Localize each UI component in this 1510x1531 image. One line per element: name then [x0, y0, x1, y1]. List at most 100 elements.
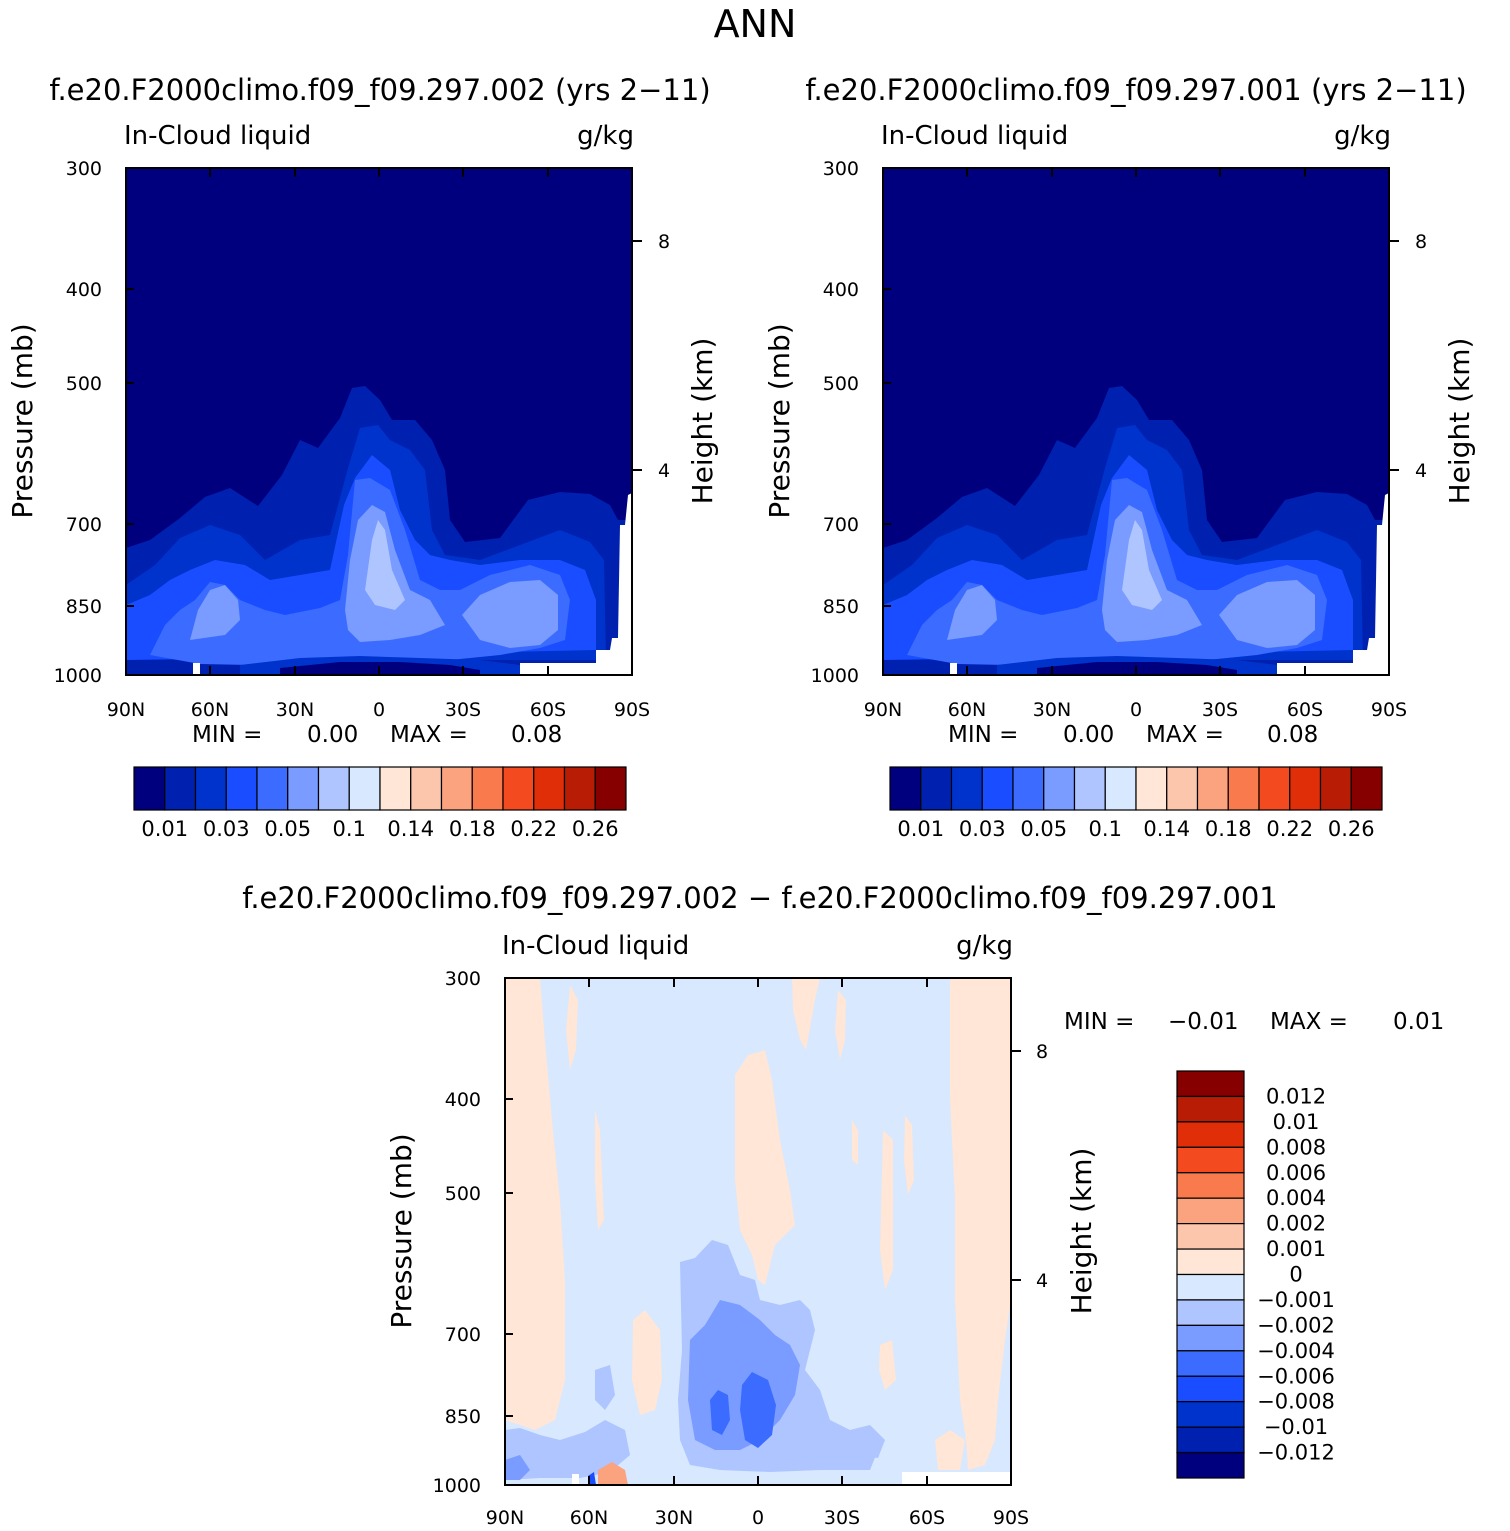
contour-level-5b	[345, 505, 445, 642]
colorbar-label: 0.05	[1020, 817, 1067, 841]
colorbar-label: 0.004	[1266, 1186, 1326, 1210]
right-tick-8: 8	[1415, 231, 1427, 253]
x-tick-90S: 90S	[1371, 699, 1407, 721]
missing-data	[902, 1472, 1011, 1485]
right-tick-8: 8	[1036, 1041, 1048, 1063]
negative-region-7	[710, 1390, 730, 1435]
contour-level-5	[947, 585, 997, 640]
colorbar-label: 0.14	[387, 817, 434, 841]
negative-region-6	[505, 1455, 530, 1480]
colorbar-swatch	[502, 766, 535, 811]
negative-region-2	[505, 1420, 630, 1480]
contour-level-5c	[462, 580, 558, 648]
min-label: MIN =	[1064, 1009, 1134, 1035]
colorbar-swatch	[533, 766, 566, 811]
contour-level-5c	[1219, 580, 1315, 648]
y-axis-label: Pressure (mb)	[763, 323, 796, 518]
colorbar-label: −0.002	[1257, 1313, 1335, 1337]
colorbar-swatch	[194, 766, 227, 811]
colorbar-label: 0.18	[449, 817, 496, 841]
colorbar-swatch	[1043, 766, 1076, 811]
colorbar-swatch	[1176, 1324, 1245, 1352]
colorbar-label: 0.01	[141, 817, 188, 841]
colorbar-swatch	[1176, 1172, 1245, 1199]
y-tick-1000: 1000	[811, 665, 859, 687]
missing-data-2	[572, 1474, 579, 1485]
x-tick-90S: 90S	[614, 699, 650, 721]
colorbar-label: 0.012	[1266, 1084, 1326, 1108]
panel-difference-title: f.e20.F2000climo.f09_f09.297.002 − f.e20…	[242, 881, 1278, 915]
colorbar-swatch	[133, 766, 166, 811]
colorbar-swatch	[1176, 1146, 1245, 1174]
colorbar-swatch	[1104, 766, 1137, 811]
missing-data	[1277, 663, 1353, 675]
colorbar-label: −0.006	[1257, 1364, 1335, 1388]
colorbar-label: −0.004	[1257, 1339, 1335, 1363]
panel-left-field	[126, 168, 632, 675]
x-tick-90N: 90N	[864, 699, 902, 721]
panel-right-title: f.e20.F2000climo.f09_f09.297.001 (yrs 2−…	[805, 73, 1466, 107]
colorbar-label: 0.22	[510, 817, 557, 841]
y-tick-500: 500	[445, 1183, 481, 1205]
colorbar-swatch	[317, 766, 350, 811]
panel-left-axes	[125, 167, 642, 675]
panel-right-units: g/kg	[1334, 121, 1391, 151]
y-tick-850: 850	[445, 1406, 481, 1428]
colorbar-label: 0.1	[1089, 817, 1122, 841]
colorbar-label: −0.012	[1257, 1441, 1335, 1465]
negative-region-4	[850, 1425, 885, 1458]
x-tick-30S: 30S	[445, 699, 481, 721]
min-label: MIN =	[192, 722, 262, 748]
colorbar-swatch	[889, 766, 922, 811]
colorbar-swatch	[1319, 766, 1352, 811]
panel-difference-units: g/kg	[956, 931, 1013, 961]
colorbar-swatch	[1176, 1401, 1245, 1428]
missing-data-2	[950, 663, 957, 675]
contour-level-5	[190, 585, 240, 640]
x-tick-90N: 90N	[486, 1507, 524, 1529]
colorbar-label: −0.008	[1257, 1390, 1335, 1414]
panel-left-units: g/kg	[577, 121, 634, 151]
colorbar-swatch	[1176, 1223, 1245, 1250]
x-tick-0: 0	[752, 1507, 764, 1529]
min-label: MIN =	[948, 722, 1018, 748]
right-axis-label: Height (km)	[1443, 338, 1476, 505]
colorbar-swatch	[950, 766, 983, 811]
contour-level-6	[365, 520, 405, 610]
positive-region-8	[852, 1120, 858, 1165]
positive-region-3	[595, 1110, 604, 1230]
panel-left-colorbar: 0.01 0.03 0.05 0.1 0.14 0.18 0.22 0.26	[133, 766, 627, 841]
positive-region-5	[735, 1050, 795, 1285]
colorbar-swatch	[981, 766, 1014, 811]
positive-region-2	[566, 985, 578, 1070]
colorbar-label: 0.03	[959, 817, 1006, 841]
colorbar-swatch	[379, 766, 412, 811]
max-label: MAX =	[1146, 722, 1224, 748]
colorbar-swatch	[440, 766, 473, 811]
colorbar-swatch	[1258, 766, 1291, 811]
colorbar-label: 0	[1289, 1263, 1302, 1287]
x-tick-90S: 90S	[993, 1507, 1029, 1529]
x-tick-60S: 60S	[909, 1507, 945, 1529]
panel-difference-colorbar: 0.0120.010.0080.0060.0040.0020.0010−0.00…	[1176, 1070, 1335, 1479]
colorbar-label: 0.14	[1143, 817, 1190, 841]
y-tick-700: 700	[66, 514, 102, 536]
colorbar-swatch	[1073, 766, 1106, 811]
x-tick-30S: 30S	[1202, 699, 1238, 721]
colorbar-swatch	[1176, 1451, 1245, 1479]
colorbar-swatch	[594, 766, 627, 811]
colorbar-swatch	[920, 766, 953, 811]
colorbar-swatch	[471, 766, 504, 811]
positive-region-11	[879, 1340, 896, 1390]
colorbar-swatch	[348, 766, 381, 811]
y-axis-label: Pressure (mb)	[385, 1133, 418, 1328]
colorbar-swatch	[1196, 766, 1229, 811]
panel-right: f.e20.F2000climo.f09_f09.297.001 (yrs 2−…	[763, 73, 1476, 841]
colorbar-swatch	[1012, 766, 1045, 811]
x-tick-60S: 60S	[1287, 699, 1323, 721]
y-tick-500: 500	[66, 373, 102, 395]
colorbar-label: −0.001	[1257, 1288, 1335, 1312]
colorbar-label: 0.22	[1266, 817, 1313, 841]
positive-surface-spot	[598, 1462, 628, 1485]
positive-region	[505, 978, 565, 1430]
